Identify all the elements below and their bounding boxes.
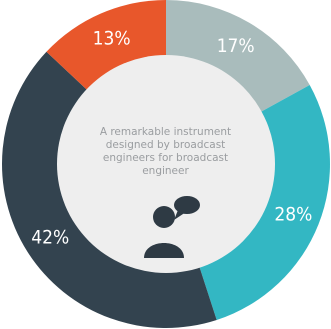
slice-label-2: 28% (274, 203, 312, 225)
slice-label-1: 17% (217, 35, 255, 57)
slice-label-3: 42% (31, 226, 69, 248)
slice-labels: 17% 28% 42% 13% (31, 27, 312, 248)
center-text-line-4: engineer (142, 165, 189, 177)
slice-label-4: 13% (93, 27, 131, 49)
center-description: A remarkable instrument designed by broa… (96, 126, 235, 178)
user-chat-icon (144, 196, 200, 258)
center-text-line-2: designed by broadcast (105, 139, 226, 151)
center-text-line-1: A remarkable instrument (99, 126, 232, 138)
donut-center (57, 55, 275, 273)
center-text-line-3: engineers for broadcast (102, 152, 229, 164)
